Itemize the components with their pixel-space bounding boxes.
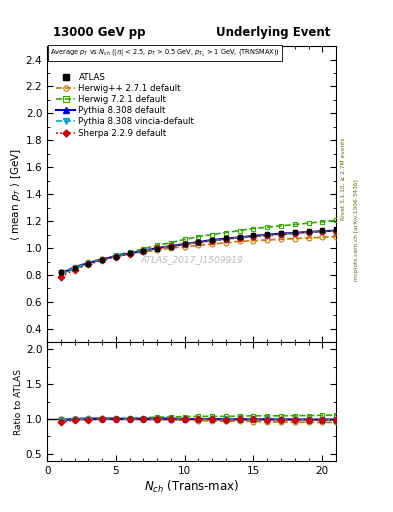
Text: Average $p_T$ vs $N_{ch}$ ($|\eta|$ < 2.5, $p_T$ > 0.5 GeV, $p_{T_1}$ > 1 GeV, (: Average $p_T$ vs $N_{ch}$ ($|\eta|$ < 2.… — [50, 48, 280, 58]
Y-axis label: Ratio to ATLAS: Ratio to ATLAS — [14, 369, 23, 435]
Legend: ATLAS, Herwig++ 2.7.1 default, Herwig 7.2.1 default, Pythia 8.308 default, Pythi: ATLAS, Herwig++ 2.7.1 default, Herwig 7.… — [54, 71, 196, 139]
Text: Rivet 3.1.10, ≥ 2.7M events: Rivet 3.1.10, ≥ 2.7M events — [341, 138, 346, 221]
Text: 13000 GeV pp: 13000 GeV pp — [53, 26, 145, 39]
X-axis label: $N_{ch}$ (Trans-max): $N_{ch}$ (Trans-max) — [144, 478, 239, 495]
Text: ATLAS_2017_I1509919: ATLAS_2017_I1509919 — [140, 255, 243, 264]
Y-axis label: $\langle$ mean $p_T$ $\rangle$ [GeV]: $\langle$ mean $p_T$ $\rangle$ [GeV] — [9, 148, 23, 241]
Text: Underlying Event: Underlying Event — [216, 26, 330, 39]
Text: mcplots.cern.ch [arXiv:1306.3436]: mcplots.cern.ch [arXiv:1306.3436] — [354, 180, 359, 281]
